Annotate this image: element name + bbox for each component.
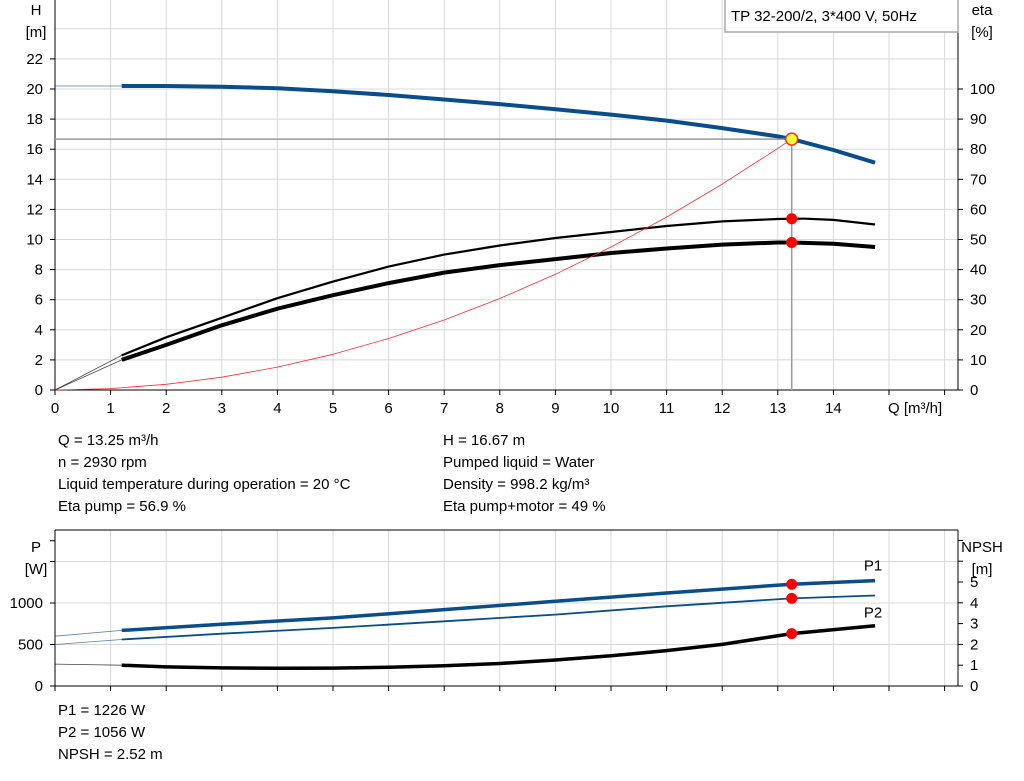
y-tick-label-right: 5 — [970, 574, 978, 591]
y-tick-label-left: 500 — [18, 637, 43, 654]
info-eta-pump: Eta pump = 56.9 % — [58, 498, 186, 515]
info-left: Q = 13.25 m³/h n = 2930 rpm Liquid tempe… — [58, 430, 350, 518]
info-liquid: Pumped liquid = Water — [443, 454, 595, 471]
y-tick-label-right: 0 — [970, 382, 978, 399]
y-axis-label-left-unit: [m] — [26, 24, 47, 41]
y-tick-label-left: 6 — [35, 292, 43, 309]
y-tick-label-left: 0 — [35, 382, 43, 399]
y-tick-label-right: 90 — [970, 111, 987, 128]
x-tick-label: 2 — [162, 400, 170, 417]
series-label-P2: P2 — [864, 605, 882, 622]
x-tick-label: 14 — [825, 400, 842, 417]
x-tick-label: 6 — [384, 400, 392, 417]
y-axis-label-left: H — [31, 2, 42, 19]
y-tick-label-right: 3 — [970, 616, 978, 633]
info-bottom: P1 = 1226 W P2 = 1056 W NPSH = 2.52 m — [58, 700, 163, 766]
series-extrapolation — [54, 355, 122, 391]
series-line-curve-2 — [121, 240, 876, 362]
y-tick-label-right: 4 — [970, 595, 978, 612]
y-axis-label-right: NPSH — [961, 539, 1003, 556]
info-p2: P2 = 1056 W — [58, 724, 146, 741]
x-tick-label: 12 — [714, 400, 731, 417]
x-tick-label: 3 — [218, 400, 226, 417]
x-tick-label: 4 — [273, 400, 281, 417]
info-q: Q = 13.25 m³/h — [58, 432, 159, 449]
y-axis-label-right-unit: [%] — [971, 24, 993, 41]
x-axis-label: Q [m³/h] — [888, 400, 942, 417]
p2-marker — [786, 592, 798, 604]
y-axis-label-right-unit: [m] — [972, 561, 993, 578]
y-tick-label-right: 100 — [970, 81, 995, 98]
series-line-curve-0 — [121, 84, 876, 165]
y-tick-label-right: 80 — [970, 141, 987, 158]
info-h: H = 16.67 m — [443, 432, 526, 449]
x-tick-label: 9 — [551, 400, 559, 417]
y-axis-label-right: eta — [972, 2, 994, 19]
info-right: H = 16.67 m Pumped liquid = Water Densit… — [443, 430, 606, 518]
info-density: Density = 998.2 kg/m³ — [443, 476, 590, 493]
x-tick-label: 13 — [769, 400, 786, 417]
series-extrapolation — [54, 629, 122, 637]
x-tick-label: 11 — [659, 400, 675, 417]
y-tick-label-right: 70 — [970, 171, 987, 188]
x-tick-label: 7 — [440, 400, 448, 417]
eta-pump-marker — [786, 213, 798, 225]
y-tick-label-right: 60 — [970, 201, 987, 218]
y-tick-label-left: 2 — [35, 352, 43, 369]
y-tick-label-left: 1000 — [10, 595, 43, 612]
y-tick-label-right: 2 — [970, 636, 978, 653]
series-label-P1: P1 — [864, 558, 882, 575]
y-tick-label-left: 8 — [35, 262, 43, 279]
npsh-marker — [786, 628, 798, 640]
y-tick-label-left: 20 — [26, 81, 43, 98]
y-tick-label-right: 0 — [970, 678, 978, 695]
info-eta-pump-motor: Eta pump+motor = 49 % — [443, 498, 606, 515]
y-tick-label-right: 40 — [970, 262, 987, 279]
p1-marker — [786, 578, 798, 590]
y-tick-label-right: 10 — [970, 352, 987, 369]
y-tick-label-left: 16 — [26, 141, 43, 158]
info-temp: Liquid temperature during operation = 20… — [58, 476, 351, 493]
chart-title: TP 32-200/2, 3*400 V, 50Hz — [731, 8, 917, 25]
y-tick-label-left: 10 — [26, 232, 43, 249]
series-line-P2 — [121, 594, 876, 641]
x-tick-label: 1 — [106, 400, 114, 417]
x-tick-label: 0 — [51, 400, 59, 417]
y-tick-label-left: 22 — [26, 51, 43, 68]
series-line-P1 — [121, 578, 876, 633]
x-tick-label: 10 — [603, 400, 620, 417]
y-axis-label-left-unit: [W] — [25, 561, 48, 578]
series-line-curve-3 — [54, 138, 792, 391]
y-tick-label-right: 30 — [970, 292, 987, 309]
duty-point-marker — [784, 132, 799, 146]
series-extrapolation — [54, 359, 122, 391]
y-tick-label-right: 20 — [970, 322, 987, 339]
y-tick-label-left: 18 — [26, 111, 43, 128]
y-tick-label-right: 1 — [970, 657, 978, 674]
y-tick-label-left: 4 — [35, 322, 43, 339]
series-line-curve-2 — [121, 623, 876, 671]
title-box — [724, 0, 959, 33]
info-speed: n = 2930 rpm — [58, 454, 147, 471]
x-tick-label: 8 — [496, 400, 504, 417]
info-p1: P1 = 1226 W — [58, 702, 146, 719]
y-tick-label-left: 12 — [26, 201, 43, 218]
y-axis-label-left: P — [31, 539, 41, 556]
series-extrapolation — [54, 639, 122, 645]
info-npsh: NPSH = 2.52 m — [58, 746, 163, 763]
series-extrapolation — [54, 663, 122, 666]
y-tick-label-left: 14 — [26, 171, 43, 188]
y-tick-label-right: 50 — [970, 232, 987, 249]
x-tick-label: 5 — [329, 400, 337, 417]
eta-pump-motor-marker — [786, 237, 798, 249]
y-tick-label-left: 0 — [35, 678, 43, 695]
